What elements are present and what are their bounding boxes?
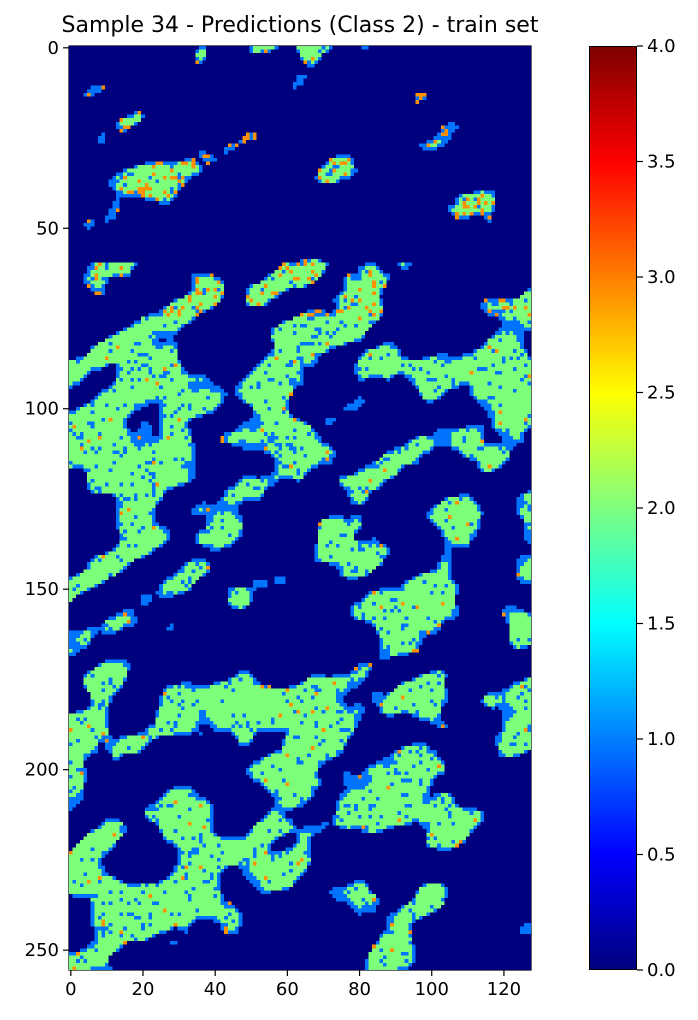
chart-title: Sample 34 - Predictions (Class 2) - trai… — [62, 13, 539, 38]
colorbar-tick-label: 4.0 — [647, 36, 676, 57]
heatmap-image — [69, 46, 531, 970]
y-tick-label: 50 — [36, 218, 59, 239]
colorbar-tick-label: 1.0 — [647, 729, 676, 750]
colorbar — [589, 46, 637, 970]
colorbar-tick-label: 2.0 — [647, 498, 676, 519]
x-tick-label: 20 — [132, 979, 155, 1000]
x-tick-label: 60 — [276, 979, 299, 1000]
x-tick-label: 40 — [204, 979, 227, 1000]
colorbar-tick-label: 2.5 — [647, 383, 676, 404]
x-tick-label: 0 — [65, 979, 76, 1000]
y-axis-ticks: 0 50 100 150 200 250 — [25, 38, 69, 961]
colorbar-tick-label: 0.0 — [647, 960, 676, 981]
y-tick-label: 100 — [25, 399, 59, 420]
y-tick-label: 0 — [48, 38, 59, 59]
colorbar-tick-label: 3.5 — [647, 152, 676, 173]
x-axis-ticks: 0 20 40 60 80 100 120 — [65, 970, 521, 1000]
x-tick-label: 120 — [487, 979, 521, 1000]
x-tick-label: 80 — [348, 979, 371, 1000]
y-tick-label: 200 — [25, 760, 59, 781]
x-tick-label: 100 — [415, 979, 449, 1000]
y-tick-label: 150 — [25, 579, 59, 600]
colorbar-ticks: 0.0 0.5 1.0 1.5 2.0 2.5 3.0 3.5 4.0 — [637, 36, 676, 981]
colorbar-tick-label: 3.0 — [647, 267, 676, 288]
colorbar-tick-label: 1.5 — [647, 614, 676, 635]
colorbar-tick-label: 0.5 — [647, 845, 676, 866]
y-tick-label: 250 — [25, 940, 59, 961]
